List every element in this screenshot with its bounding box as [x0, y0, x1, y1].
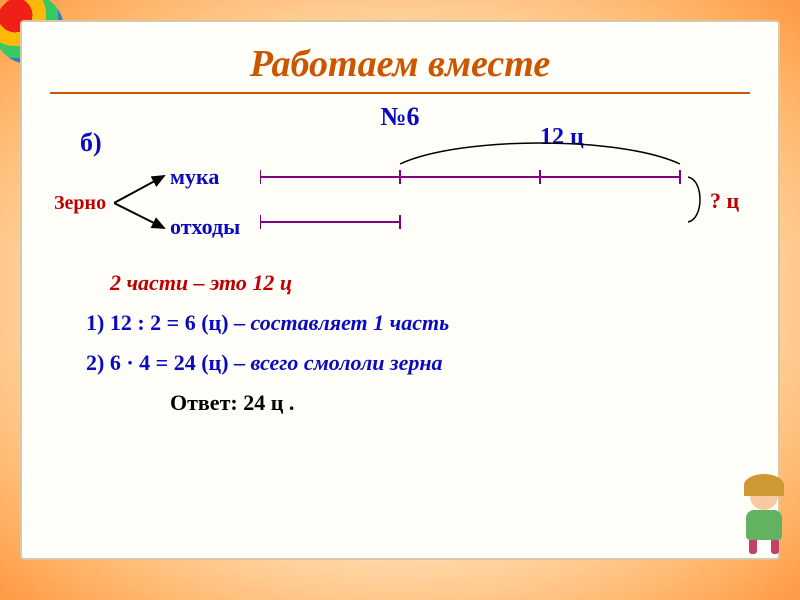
- branch-top-label: мука: [170, 164, 219, 190]
- parts-diagram: Зерно мука отходы 12 ц ? ц: [50, 152, 750, 262]
- doll-icon: [746, 482, 782, 554]
- solution-step-1: 1) 12 : 2 = 6 (ц) – составляет 1 часть: [86, 310, 750, 336]
- step1-note: составляет 1 часть: [251, 310, 450, 335]
- branch-arrows-icon: [114, 168, 174, 238]
- segment-diagram-icon: [260, 132, 730, 252]
- slide-title: Работаем вместе: [50, 42, 750, 94]
- step1-text: 1) 12 : 2 = 6 (ц) –: [86, 310, 251, 335]
- answer-line: Ответ: 24 ц .: [170, 390, 750, 416]
- hint-line: 2 части – это 12 ц: [110, 270, 750, 296]
- slide-frame: Работаем вместе №6 б) Зерно мука отходы …: [20, 20, 780, 560]
- step2-note: всего смололи зерна: [251, 350, 443, 375]
- solution-step-2: 2) 6 · 4 = 24 (ц) – всего смололи зерна: [86, 350, 750, 376]
- step2-text: 2) 6 · 4 = 24 (ц) –: [86, 350, 251, 375]
- branch-bottom-label: отходы: [170, 214, 240, 240]
- root-label: Зерно: [54, 192, 106, 215]
